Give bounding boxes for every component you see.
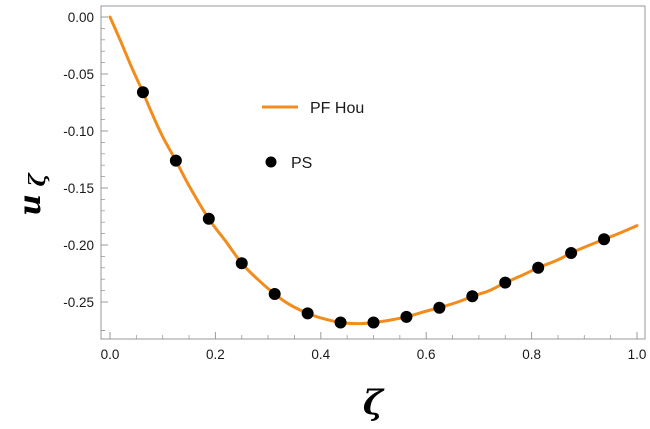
y-tick-label: -0.20 [63,238,94,253]
legend-marker-ps [265,156,277,168]
ps-data-point [202,212,215,225]
ps-data-point [532,261,545,274]
pf-hou-curve [108,15,639,326]
ps-data-point [466,290,479,303]
ps-data-point [301,307,314,320]
y-axis-title: u ζ [13,173,51,216]
ps-data-point [598,233,611,246]
y-tick-label: -0.15 [63,181,94,196]
ps-data-point [235,257,248,270]
x-tick-label: 0.8 [522,347,541,362]
ps-data-point [268,288,281,301]
x-tick-label: 0.0 [101,347,120,362]
x-axis-title: ζ [363,383,385,423]
y-tick-label: -0.10 [63,124,94,139]
y-axis-title-main: u [13,194,48,216]
ps-data-point [334,316,347,329]
ps-data-point [169,154,182,167]
plot-frame [100,5,646,340]
legend: PF Hou PS [262,100,364,172]
x-tick-label: 1.0 [628,347,647,362]
series-pf-hou [108,15,639,326]
y-tick-label: -0.05 [63,67,94,82]
series-ps [136,86,611,329]
ps-data-point [136,86,149,99]
legend-label-ps: PS [291,155,312,172]
y-axis-title-subscript: ζ [25,173,51,187]
x-tick-label: 0.4 [311,347,330,362]
y-axis-ticks: 0.00 -0.05 -0.10 -0.15 -0.20 -0.25 [63,10,108,331]
plot-border [100,5,646,340]
ps-data-point [565,246,578,259]
x-tick-label: 0.2 [206,347,225,362]
ps-data-point [433,301,446,314]
ps-data-point [499,276,512,289]
y-tick-label: -0.25 [63,295,94,310]
x-axis-ticks: 0.0 0.2 0.4 0.6 0.8 1.0 [101,332,647,362]
ps-data-point [400,310,413,323]
legend-label-pf-hou: PF Hou [310,100,364,117]
x-tick-label: 0.6 [417,347,436,362]
ps-data-point [367,316,380,329]
y-tick-label: 0.00 [68,10,94,25]
